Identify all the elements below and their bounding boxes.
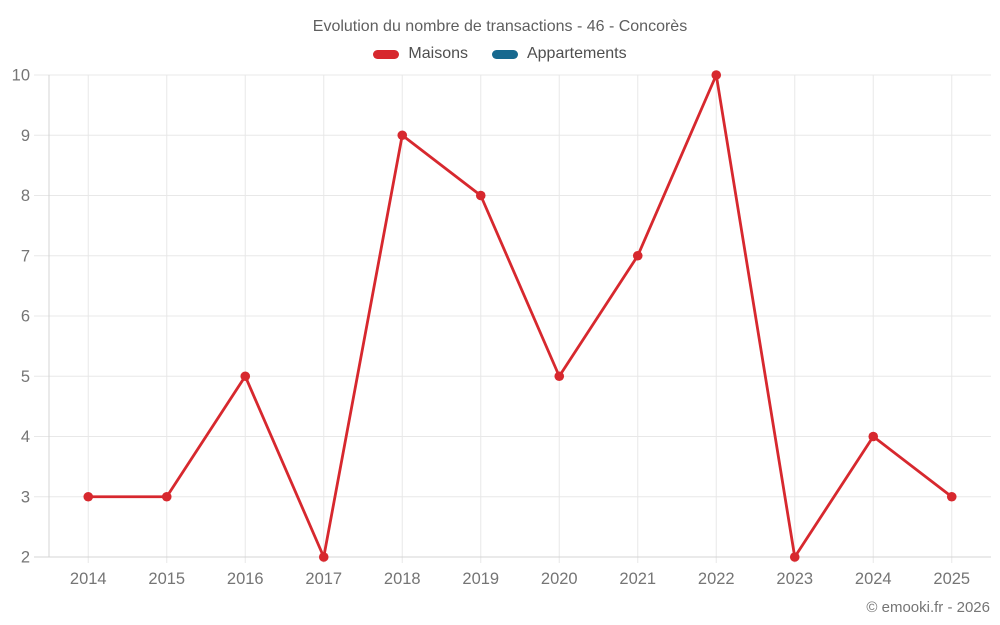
- maisons-data-point[interactable]: [397, 130, 408, 141]
- maisons-data-point[interactable]: [868, 431, 879, 442]
- y-tick-label: 7: [21, 247, 30, 265]
- x-tick-label: 2014: [70, 570, 107, 588]
- maisons-data-point[interactable]: [946, 491, 957, 502]
- chart-legend: Maisons Appartements: [0, 45, 1000, 63]
- x-tick-label: 2024: [855, 570, 892, 588]
- maisons-series-line: [86, 73, 954, 559]
- maisons-data-point[interactable]: [318, 552, 329, 562]
- maisons-data-point[interactable]: [711, 70, 722, 80]
- legend-label-maisons: Maisons: [408, 45, 468, 62]
- y-tick-label: 10: [12, 67, 30, 85]
- x-tick-label: 2018: [384, 570, 421, 588]
- x-tick-label: 2020: [541, 570, 578, 588]
- chart-title: Evolution du nombre de transactions - 46…: [312, 18, 688, 35]
- legend-label-appartements: Appartements: [526, 45, 627, 62]
- y-tick-label: 9: [21, 127, 30, 145]
- maisons-data-point[interactable]: [475, 190, 486, 201]
- maisons-data-point[interactable]: [83, 491, 94, 502]
- y-tick-label: 5: [21, 368, 30, 386]
- x-tick-label: 2021: [619, 570, 656, 588]
- y-tick-label: 4: [21, 428, 30, 446]
- maisons-data-point[interactable]: [161, 491, 172, 502]
- x-tick-label: 2016: [227, 570, 264, 588]
- appartements-series-swatch-icon: [491, 49, 518, 59]
- x-tick-label: 2023: [776, 570, 813, 588]
- x-tick-label: 2025: [933, 570, 970, 588]
- y-tick-label: 3: [21, 488, 30, 506]
- y-tick-label: 2: [21, 549, 30, 567]
- legend-item-maisons[interactable]: Maisons: [373, 45, 468, 63]
- maisons-data-point[interactable]: [789, 552, 800, 562]
- x-tick-label: 2022: [698, 570, 735, 588]
- maisons-data-point[interactable]: [240, 371, 251, 382]
- maisons-data-point[interactable]: [554, 371, 565, 382]
- x-tick-label: 2017: [305, 570, 342, 588]
- y-tick-label: 8: [21, 187, 30, 205]
- x-tick-label: 2015: [148, 570, 185, 588]
- y-tick-label: 6: [21, 308, 30, 326]
- maisons-series-swatch-icon: [373, 49, 400, 59]
- maisons-data-point[interactable]: [632, 250, 643, 261]
- legend-item-appartements[interactable]: Appartements: [491, 45, 627, 63]
- copyright-text: © emooki.fr - 2026: [866, 599, 990, 616]
- x-tick-label: 2019: [462, 570, 499, 588]
